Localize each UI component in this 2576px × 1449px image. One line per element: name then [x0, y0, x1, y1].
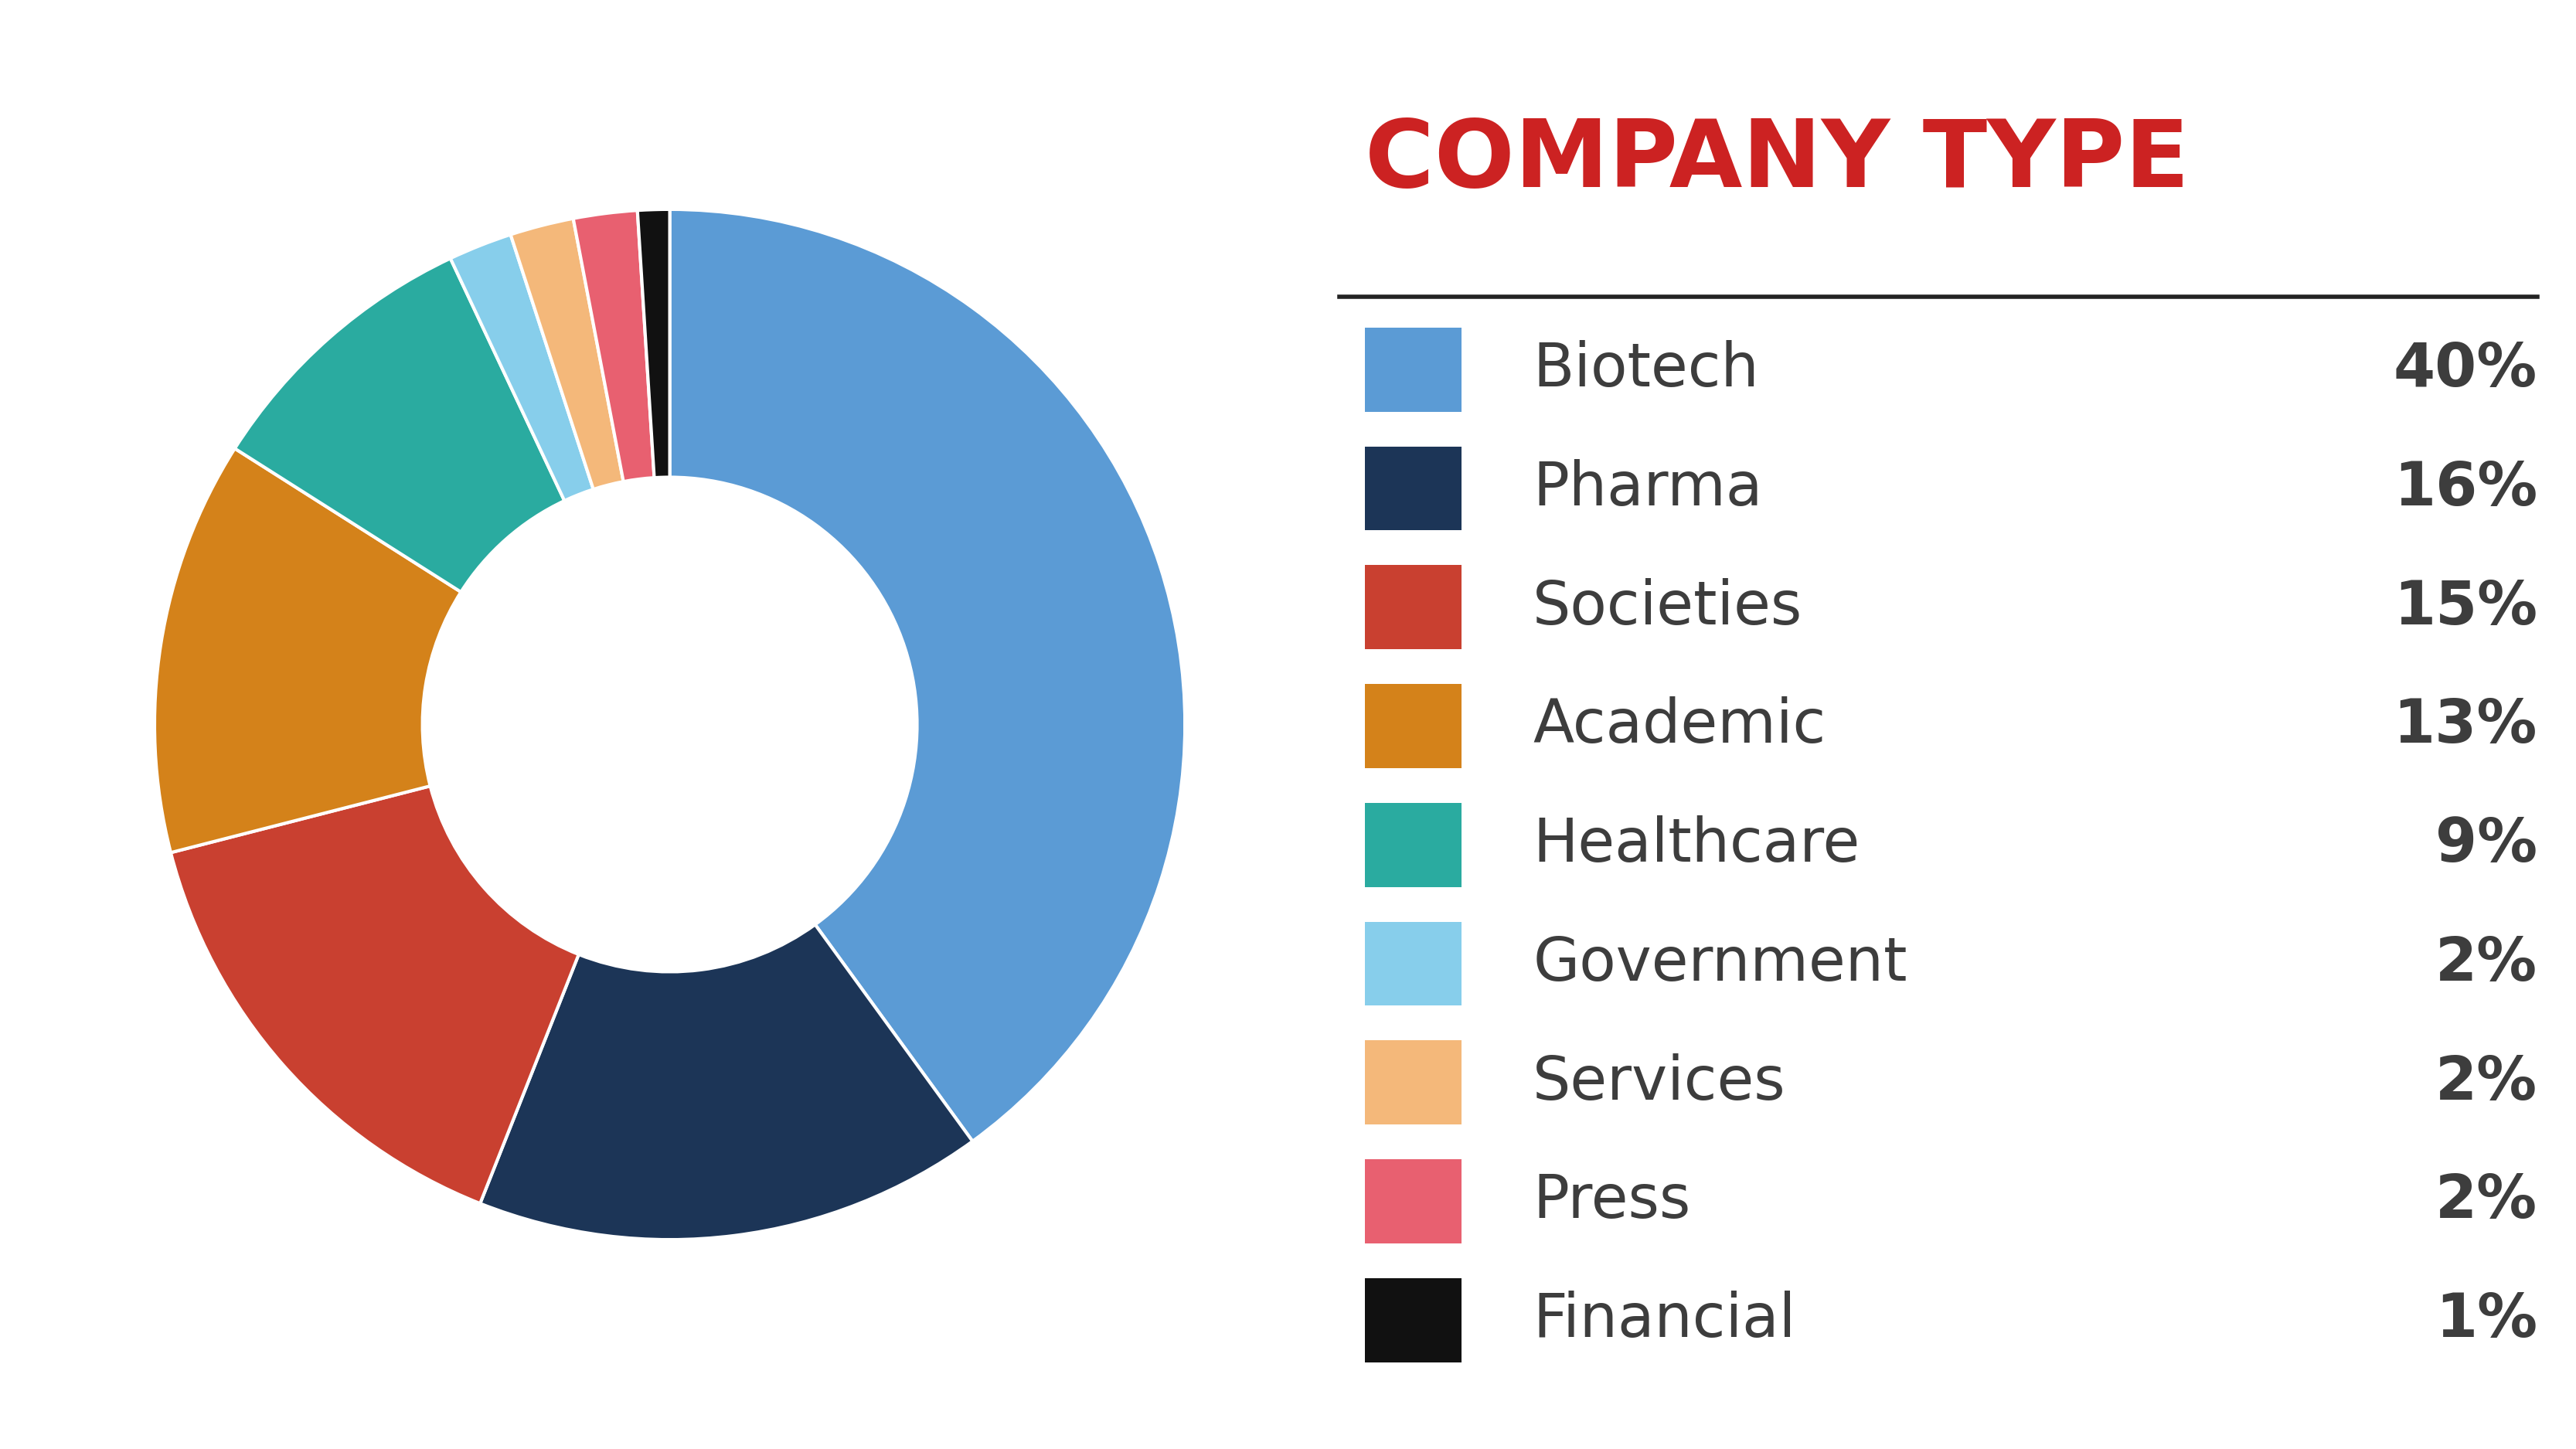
Text: 9%: 9% [2434, 816, 2537, 874]
FancyBboxPatch shape [1365, 327, 1463, 412]
Wedge shape [574, 210, 654, 481]
FancyBboxPatch shape [1365, 565, 1463, 649]
FancyBboxPatch shape [1365, 1040, 1463, 1124]
Text: Government: Government [1533, 935, 1906, 993]
Text: 13%: 13% [2393, 697, 2537, 755]
Wedge shape [170, 785, 580, 1204]
Text: Pharma: Pharma [1533, 459, 1762, 517]
Text: Healthcare: Healthcare [1533, 816, 1860, 874]
Wedge shape [479, 924, 974, 1240]
Text: 2%: 2% [2434, 1172, 2537, 1230]
Text: 2%: 2% [2434, 1053, 2537, 1111]
Text: Biotech: Biotech [1533, 341, 1759, 398]
Text: 15%: 15% [2393, 578, 2537, 636]
Text: 1%: 1% [2434, 1291, 2537, 1349]
FancyBboxPatch shape [1365, 922, 1463, 1006]
Wedge shape [636, 209, 670, 478]
Text: Financial: Financial [1533, 1291, 1795, 1349]
FancyBboxPatch shape [1365, 1159, 1463, 1243]
Wedge shape [510, 219, 623, 490]
Wedge shape [155, 449, 461, 852]
FancyBboxPatch shape [1365, 803, 1463, 887]
Text: Press: Press [1533, 1172, 1690, 1230]
Text: Academic: Academic [1533, 697, 1826, 755]
Text: Services: Services [1533, 1053, 1785, 1111]
Text: COMPANY TYPE: COMPANY TYPE [1365, 116, 2190, 206]
Text: 16%: 16% [2393, 459, 2537, 517]
Text: Societies: Societies [1533, 578, 1803, 636]
Text: 40%: 40% [2393, 341, 2537, 398]
FancyBboxPatch shape [1365, 446, 1463, 530]
FancyBboxPatch shape [1365, 1278, 1463, 1362]
Wedge shape [234, 258, 564, 593]
FancyBboxPatch shape [1365, 684, 1463, 768]
Wedge shape [451, 235, 592, 501]
Wedge shape [670, 209, 1185, 1142]
Text: 2%: 2% [2434, 935, 2537, 993]
